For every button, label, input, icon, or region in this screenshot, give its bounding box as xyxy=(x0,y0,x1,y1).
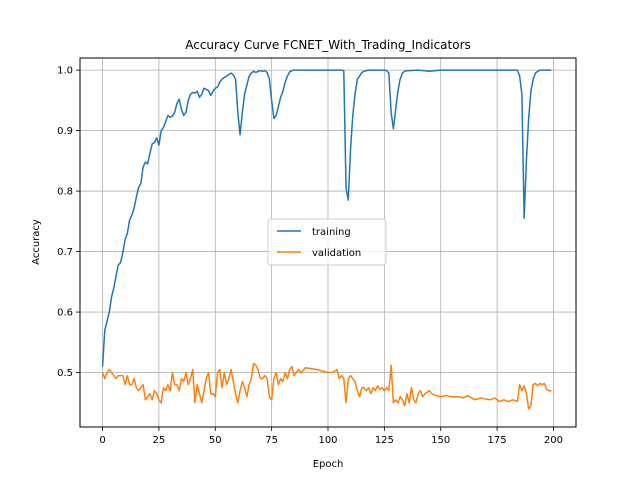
series-layer xyxy=(101,69,552,410)
series-line-training xyxy=(101,69,552,367)
y-tick-label: 0.5 xyxy=(57,368,73,379)
y-axis-label: Accuracy xyxy=(31,219,42,265)
y-tick-label: 0.7 xyxy=(57,247,73,258)
y-tick-label: 0.6 xyxy=(57,308,73,319)
series-line-validation xyxy=(101,362,552,410)
x-tick-label: 150 xyxy=(431,435,450,446)
tick-layer: 0 25 50 75 100 125 150 175 200 0.5 0.6 0.7 0.8 0.9 1.0 xyxy=(57,66,563,446)
legend-label-training: training xyxy=(312,227,351,238)
x-tick-label: 50 xyxy=(209,435,222,446)
x-tick-label: 125 xyxy=(375,435,394,446)
y-tick-label: 0.9 xyxy=(57,126,73,137)
x-tick-label: 0 xyxy=(99,435,105,446)
legend: training validation xyxy=(267,218,387,266)
legend-label-validation: validation xyxy=(312,248,361,259)
y-tick-label: 1.0 xyxy=(57,66,73,77)
x-tick-label: 200 xyxy=(544,435,563,446)
x-tick-label: 75 xyxy=(265,435,278,446)
x-tick-label: 25 xyxy=(153,435,166,446)
x-tick-label: 175 xyxy=(488,435,507,446)
chart-title: Accuracy Curve FCNET_With_Trading_Indica… xyxy=(185,38,471,52)
x-axis-label: Epoch xyxy=(313,459,344,470)
y-tick-label: 0.8 xyxy=(57,187,73,198)
x-tick-label: 100 xyxy=(318,435,337,446)
